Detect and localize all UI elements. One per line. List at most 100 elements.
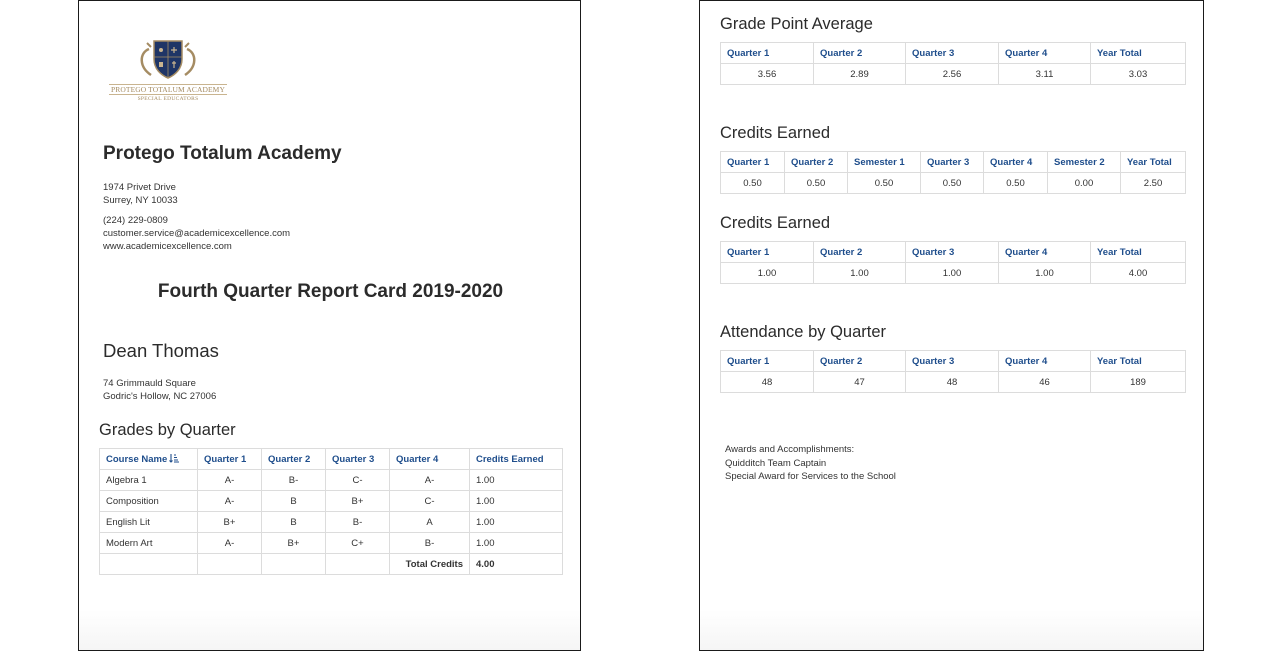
table-row: English Lit B+ B B- A 1.00 <box>99 511 563 533</box>
crest-icon <box>140 40 196 79</box>
student-address: 74 Grimmauld Square Godric's Hollow, NC … <box>103 377 216 403</box>
column-header: Quarter 1 <box>720 241 814 263</box>
grade-cell: B+ <box>261 532 326 554</box>
credits-value: 4.00 <box>1090 262 1186 284</box>
school-contact: (224) 229-0809 customer.service@academic… <box>103 214 290 253</box>
school-email: customer.service@academicexcellence.com <box>103 228 291 239</box>
credits-cell: 1.00 <box>469 490 563 512</box>
column-header: Quarter 2 <box>813 350 906 372</box>
table-row: 1.00 1.00 1.00 1.00 4.00 <box>720 262 1186 284</box>
column-header: Quarter 3 <box>905 42 999 64</box>
logo-tagline: SPECIAL EDUCATORS <box>137 96 199 102</box>
gpa-value: 3.11 <box>998 63 1091 85</box>
award-item: Special Award for Services to the School <box>725 471 896 482</box>
school-address-line1: 1974 Privet Drive <box>103 182 176 193</box>
credits-value: 0.50 <box>983 172 1048 194</box>
school-name: Protego Totalum Academy <box>103 143 342 164</box>
grade-cell: B- <box>261 469 326 491</box>
logo-wordmark: PROTEGO TOTALUM ACADEMY <box>109 84 227 95</box>
column-header: Quarter 3 <box>920 151 984 173</box>
school-address-line2: Surrey, NY 10033 <box>103 195 178 206</box>
student-address-line1: 74 Grimmauld Square <box>103 378 196 389</box>
credits-value: 0.50 <box>847 172 921 194</box>
total-credits-label: Total Credits <box>389 553 470 575</box>
gpa-table: Quarter 1 Quarter 2 Quarter 3 Quarter 4 … <box>720 42 1186 85</box>
grade-cell: A- <box>197 490 262 512</box>
student-name: Dean Thomas <box>103 340 219 361</box>
gpa-section-title: Grade Point Average <box>720 15 873 33</box>
grade-cell: B- <box>389 532 470 554</box>
attendance-value: 48 <box>720 371 814 393</box>
grades-table: Course Name Quarter 1 Quarter 2 Quarter … <box>99 448 563 575</box>
credits-cell: 1.00 <box>469 511 563 533</box>
total-row: Total Credits 4.00 <box>99 553 563 575</box>
column-header-course-name[interactable]: Course Name <box>99 448 198 470</box>
column-header-quarter-2: Quarter 2 <box>261 448 326 470</box>
credits-quarter-section-title: Credits Earned <box>720 214 831 232</box>
column-header: Quarter 2 <box>784 151 848 173</box>
column-header: Semester 2 <box>1047 151 1121 173</box>
grade-cell: A- <box>197 532 262 554</box>
grade-cell: B+ <box>325 490 390 512</box>
attendance-value: 47 <box>813 371 906 393</box>
credits-semester-section-title: Credits Earned <box>720 124 831 142</box>
column-header: Year Total <box>1090 350 1186 372</box>
column-header: Year Total <box>1090 241 1186 263</box>
column-header-quarter-3: Quarter 3 <box>325 448 390 470</box>
credits-cell: 1.00 <box>469 532 563 554</box>
credits-value: 0.50 <box>784 172 848 194</box>
column-header: Quarter 1 <box>720 42 814 64</box>
attendance-header-row: Quarter 1 Quarter 2 Quarter 3 Quarter 4 … <box>720 350 1186 372</box>
table-row: 3.56 2.89 2.56 3.11 3.03 <box>720 63 1186 85</box>
credits-quarter-table: Quarter 1 Quarter 2 Quarter 3 Quarter 4 … <box>720 241 1186 284</box>
column-header: Quarter 4 <box>998 241 1091 263</box>
credits-value: 1.00 <box>998 262 1091 284</box>
grade-cell: C+ <box>325 532 390 554</box>
attendance-value: 189 <box>1090 371 1186 393</box>
grade-cell: B <box>261 511 326 533</box>
column-header: Quarter 4 <box>998 350 1091 372</box>
column-header-quarter-1: Quarter 1 <box>197 448 262 470</box>
attendance-value: 48 <box>905 371 999 393</box>
column-header: Semester 1 <box>847 151 921 173</box>
grade-cell: A <box>389 511 470 533</box>
grades-section-title: Grades by Quarter <box>99 421 236 439</box>
sort-icon[interactable] <box>169 453 180 463</box>
column-header: Quarter 3 <box>905 241 999 263</box>
attendance-section-title: Attendance by Quarter <box>720 323 887 341</box>
credits-value: 0.50 <box>920 172 984 194</box>
course-name: Composition <box>99 490 198 512</box>
award-item: Quidditch Team Captain <box>725 457 827 469</box>
grade-cell: B+ <box>197 511 262 533</box>
course-name: Algebra 1 <box>99 469 198 491</box>
gpa-header-row: Quarter 1 Quarter 2 Quarter 3 Quarter 4 … <box>720 42 1186 64</box>
grade-cell: B- <box>325 511 390 533</box>
table-row: Modern Art A- B+ C+ B- 1.00 <box>99 532 563 554</box>
gpa-value: 3.03 <box>1090 63 1186 85</box>
student-address-line2: Godric's Hollow, NC 27006 <box>103 391 217 402</box>
column-header-quarter-4: Quarter 4 <box>389 448 470 470</box>
credits-value: 1.00 <box>813 262 906 284</box>
column-header: Quarter 1 <box>720 350 814 372</box>
course-name: Modern Art <box>99 532 198 554</box>
column-header: Quarter 2 <box>813 241 906 263</box>
column-header: Year Total <box>1120 151 1186 173</box>
report-title: Fourth Quarter Report Card 2019-2020 <box>157 281 504 302</box>
school-logo: PROTEGO TOTALUM ACADEMY SPECIAL EDUCATOR… <box>109 37 227 109</box>
grade-cell: A- <box>389 469 470 491</box>
report-card-page-1: PROTEGO TOTALUM ACADEMY SPECIAL EDUCATOR… <box>78 0 581 651</box>
column-header: Quarter 1 <box>720 151 785 173</box>
credits-value: 0.50 <box>720 172 785 194</box>
grades-header-row: Course Name Quarter 1 Quarter 2 Quarter … <box>99 448 563 470</box>
school-address: 1974 Privet Drive Surrey, NY 10033 <box>103 181 178 207</box>
credits-value: 1.00 <box>720 262 814 284</box>
grade-cell: C- <box>325 469 390 491</box>
awards-section: Awards and Accomplishments: Quidditch Te… <box>725 443 896 484</box>
school-phone: (224) 229-0809 <box>103 215 168 226</box>
column-header-credits-earned: Credits Earned <box>469 448 563 470</box>
credits-semester-header-row: Quarter 1 Quarter 2 Semester 1 Quarter 3… <box>720 151 1186 173</box>
attendance-table: Quarter 1 Quarter 2 Quarter 3 Quarter 4 … <box>720 350 1186 393</box>
table-row: Algebra 1 A- B- C- A- 1.00 <box>99 469 563 491</box>
course-name: English Lit <box>99 511 198 533</box>
credits-value: 0.00 <box>1047 172 1121 194</box>
